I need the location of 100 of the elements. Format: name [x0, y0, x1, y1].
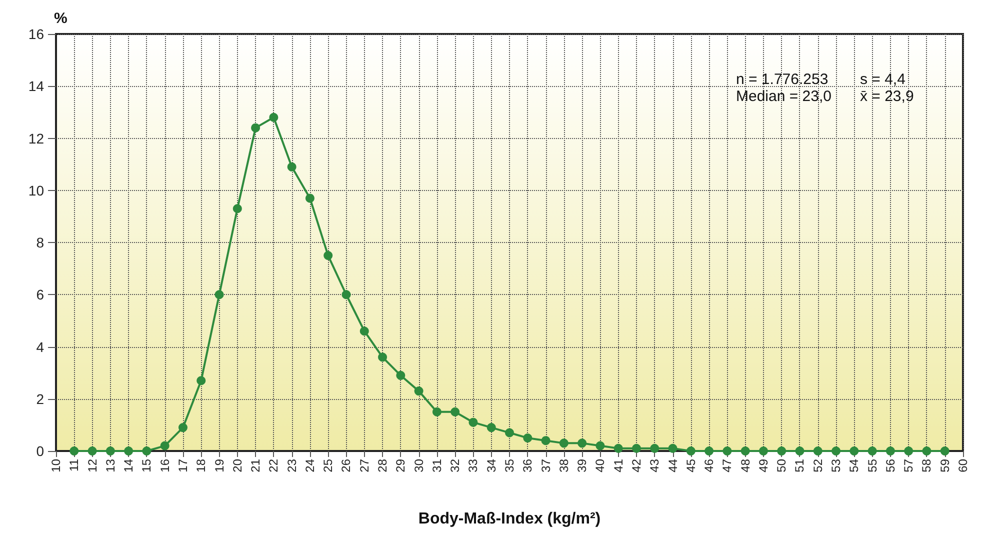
point — [324, 251, 333, 260]
point — [922, 446, 932, 456]
x-tick-label: 33 — [466, 458, 480, 472]
x-tick-label: 20 — [230, 458, 244, 472]
x-tick-label: 17 — [176, 458, 190, 472]
point — [214, 290, 224, 300]
x-tick-label: 27 — [357, 458, 372, 472]
point — [722, 446, 732, 456]
x-tick-label: 42 — [629, 458, 644, 472]
y-tick-label: 6 — [36, 286, 44, 303]
point — [505, 428, 514, 438]
annotation: s = 4,4 — [860, 71, 906, 88]
point — [486, 423, 496, 432]
x-tick-label: 31 — [430, 458, 444, 472]
point — [559, 438, 568, 448]
point — [704, 446, 714, 456]
point — [232, 204, 242, 214]
x-tick-label: 37 — [538, 458, 553, 472]
point — [632, 444, 641, 453]
x-tick-label: 39 — [575, 458, 590, 472]
x-tick-label: 46 — [702, 458, 716, 472]
x-tick-label: 59 — [938, 458, 952, 472]
point — [832, 446, 841, 456]
point — [868, 446, 877, 456]
x-tick-label: 55 — [865, 458, 880, 472]
x-tick-label: 44 — [666, 458, 680, 472]
point — [88, 446, 97, 456]
x-tick-label: 36 — [520, 458, 535, 472]
point — [287, 162, 296, 172]
x-tick-label: 49 — [756, 458, 770, 472]
x-tick-label: 15 — [140, 458, 154, 472]
x-tick-label: 40 — [593, 458, 608, 472]
x-tick-label: 19 — [212, 458, 226, 472]
x-tick-label: 24 — [302, 458, 317, 472]
point — [850, 446, 859, 456]
x-tick-label: 16 — [158, 458, 172, 472]
y-tick-label: 14 — [28, 78, 44, 94]
point — [396, 370, 406, 380]
point — [106, 446, 115, 456]
x-tick-label: 29 — [394, 458, 408, 472]
point — [142, 446, 152, 456]
x-tick-label: 60 — [956, 458, 970, 472]
x-tick-label: 54 — [847, 458, 862, 472]
x-tick-label: 21 — [248, 458, 263, 472]
point — [450, 407, 460, 416]
y-axis-title: % — [54, 10, 68, 27]
x-tick-label: 43 — [648, 458, 662, 472]
x-tick-label: 56 — [883, 458, 898, 472]
x-tick-label: 50 — [774, 458, 789, 472]
x-tick-label: 13 — [103, 458, 118, 472]
x-tick-label: 57 — [902, 458, 916, 472]
x-tick-label: 22 — [266, 458, 281, 472]
point — [178, 423, 188, 432]
point — [940, 446, 950, 456]
x-tick-label: 41 — [611, 458, 626, 472]
x-tick-label: 47 — [720, 458, 734, 472]
x-tick-label: 58 — [920, 458, 934, 472]
point — [795, 446, 804, 456]
x-tick-label: 12 — [85, 458, 100, 472]
point — [740, 446, 750, 456]
x-tick-label: 32 — [448, 458, 462, 472]
x-tick-label: 25 — [321, 458, 336, 472]
y-tick-label: 4 — [36, 338, 44, 355]
y-tick-label: 16 — [28, 26, 44, 42]
point — [777, 446, 786, 456]
point — [305, 194, 314, 203]
point — [342, 290, 351, 300]
annotation: n = 1.776.253 — [736, 71, 828, 88]
annotation: Median = 23,0 — [736, 88, 832, 105]
x-axis-title: Body-Maß-Index (kg/m²) — [418, 510, 601, 528]
point — [668, 444, 678, 453]
x-tick-label: 48 — [738, 458, 752, 472]
point — [269, 112, 278, 122]
x-tick-label: 23 — [284, 458, 299, 472]
point — [904, 446, 914, 456]
point — [614, 444, 623, 453]
point — [523, 433, 532, 442]
point — [686, 446, 696, 456]
x-tick-label: 51 — [792, 458, 807, 472]
x-tick-label: 28 — [376, 458, 390, 472]
x-tick-label: 11 — [67, 458, 82, 472]
point — [432, 407, 442, 416]
point — [468, 418, 478, 427]
point — [758, 446, 768, 456]
point — [813, 446, 822, 456]
point — [886, 446, 895, 456]
point — [251, 123, 260, 132]
point — [360, 326, 369, 336]
x-tick-label: 18 — [194, 458, 208, 472]
point — [650, 444, 660, 453]
annotation: x̄ = 23,9 — [860, 88, 914, 105]
x-tick-label: 26 — [339, 458, 354, 472]
y-tick-label: 8 — [36, 234, 44, 250]
y-tick-label: 10 — [28, 182, 44, 198]
point — [160, 441, 170, 450]
x-tick-label: 52 — [810, 458, 825, 472]
x-tick-label: 35 — [502, 458, 516, 472]
point — [378, 352, 388, 362]
y-tick-label: 12 — [28, 130, 44, 146]
x-tick-label: 38 — [556, 458, 571, 472]
